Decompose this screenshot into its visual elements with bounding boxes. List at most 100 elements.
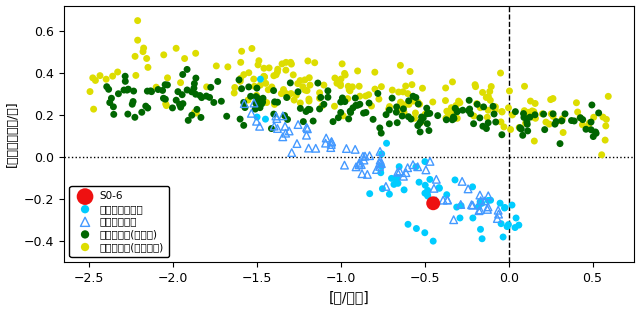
小マゼラン雲 [401, 170, 411, 175]
天の川銀河(バルジ部) [138, 49, 148, 54]
いて座矮小銀河 [422, 188, 433, 193]
天の川銀河(バルジ部) [470, 84, 481, 89]
小マゼラン雲 [301, 125, 312, 130]
小マゼラン雲 [339, 163, 349, 168]
天の川銀河(バルジ部) [255, 82, 266, 87]
天の川銀河(円盤部) [323, 88, 333, 93]
天の川銀河(円盤部) [147, 89, 157, 94]
いて座矮小銀河 [392, 175, 403, 180]
小マゼラン雲 [321, 135, 332, 140]
天の川銀河(バルジ部) [548, 96, 558, 101]
いて座矮小銀河 [392, 176, 402, 181]
天の川銀河(バルジ部) [314, 90, 324, 95]
天の川銀河(円盤部) [489, 112, 499, 117]
天の川銀河(バルジ部) [223, 64, 233, 69]
小マゼラン雲 [375, 160, 385, 165]
天の川銀河(円盤部) [510, 109, 520, 114]
天の川銀河(円盤部) [335, 100, 346, 104]
天の川銀河(円盤部) [108, 104, 118, 109]
いて座矮小銀河 [511, 215, 521, 220]
天の川銀河(バルジ部) [295, 78, 305, 83]
小マゼラン雲 [269, 124, 279, 129]
天の川銀河(バルジ部) [289, 98, 300, 103]
天の川銀河(円盤部) [384, 121, 394, 126]
いて座矮小銀河 [499, 206, 509, 210]
天の川銀河(円盤部) [522, 122, 532, 127]
天の川銀河(円盤部) [266, 126, 276, 131]
天の川銀河(円盤部) [411, 95, 421, 100]
天の川銀河(バルジ部) [546, 111, 556, 116]
小マゼラン雲 [321, 141, 331, 146]
天の川銀河(円盤部) [481, 126, 492, 131]
天の川銀河(バルジ部) [85, 89, 95, 94]
小マゼラン雲 [398, 174, 408, 179]
天の川銀河(円盤部) [416, 119, 426, 124]
天の川銀河(バルジ部) [490, 104, 500, 109]
天の川銀河(円盤部) [557, 118, 567, 123]
X-axis label: [鉄/水素]: [鉄/水素] [329, 290, 370, 304]
天の川銀河(円盤部) [120, 79, 131, 84]
天の川銀河(バルジ部) [330, 76, 340, 81]
天の川銀河(円盤部) [522, 120, 532, 125]
天の川銀河(バルジ部) [302, 88, 312, 93]
天の川銀河(円盤部) [253, 96, 264, 101]
天の川銀河(バルジ部) [370, 86, 380, 91]
天の川銀河(円盤部) [523, 128, 533, 133]
天の川銀河(円盤部) [422, 111, 433, 116]
天の川銀河(バルジ部) [304, 75, 314, 80]
小マゼラン雲 [350, 147, 360, 152]
天の川銀河(バルジ部) [282, 95, 292, 100]
小マゼラン雲 [467, 202, 477, 207]
天の川銀河(円盤部) [497, 132, 507, 137]
天の川銀河(バルジ部) [537, 111, 547, 116]
天の川銀河(円盤部) [252, 86, 262, 91]
いて座矮小銀河 [507, 202, 517, 207]
小マゼラン雲 [271, 113, 281, 118]
小マゼラン雲 [255, 124, 265, 129]
小マゼラン雲 [429, 186, 439, 191]
天の川銀河(バルジ部) [339, 71, 349, 76]
天の川銀河(円盤部) [160, 82, 170, 87]
天の川銀河(円盤部) [255, 105, 265, 110]
天の川銀河(バルジ部) [601, 117, 611, 122]
天の川銀河(バルジ部) [264, 65, 274, 70]
Legend: S0-6, いて座矮小銀河, 小マゼラン雲, 天の川銀河(円盤部), 天の川銀河(バルジ部): S0-6, いて座矮小銀河, 小マゼラン雲, 天の川銀河(円盤部), 天の川銀河… [69, 186, 169, 257]
天の川銀河(バルジ部) [336, 77, 346, 82]
小マゼラン雲 [358, 154, 368, 159]
天の川銀河(バルジ部) [405, 69, 415, 74]
小マゼラン雲 [354, 161, 364, 166]
小マゼラン雲 [483, 207, 493, 212]
天の川銀河(バルジ部) [330, 104, 340, 109]
天の川銀河(バルジ部) [229, 91, 239, 95]
天の川銀河(バルジ部) [598, 115, 608, 120]
天の川銀河(円盤部) [422, 106, 432, 111]
天の川銀河(バルジ部) [254, 58, 264, 63]
天の川銀河(円盤部) [346, 110, 356, 115]
天の川銀河(円盤部) [158, 96, 168, 101]
天の川銀河(バルジ部) [344, 87, 355, 92]
天の川銀河(バルジ部) [396, 100, 406, 105]
天の川銀河(バルジ部) [88, 107, 99, 112]
天の川銀河(バルジ部) [131, 73, 141, 78]
小マゼラン雲 [284, 129, 294, 134]
天の川銀河(バルジ部) [548, 114, 558, 119]
天の川銀河(円盤部) [515, 125, 525, 130]
小マゼラン雲 [302, 126, 312, 131]
天の川銀河(バルジ部) [450, 111, 460, 116]
天の川銀河(バルジ部) [396, 63, 406, 68]
天の川銀河(円盤部) [415, 130, 425, 135]
天の川銀河(バルジ部) [269, 73, 279, 78]
天の川銀河(円盤部) [465, 107, 475, 112]
天の川銀河(バルジ部) [355, 94, 365, 99]
天の川銀河(円盤部) [422, 121, 433, 126]
天の川銀河(円盤部) [368, 117, 378, 122]
天の川銀河(バルジ部) [113, 69, 123, 74]
天の川銀河(円盤部) [251, 101, 261, 106]
天の川銀河(円盤部) [447, 117, 458, 122]
いて座矮小銀河 [477, 236, 487, 241]
小マゼラン雲 [376, 161, 387, 166]
天の川銀河(バルジ部) [485, 98, 495, 103]
小マゼラン雲 [483, 204, 493, 209]
天の川銀河(バルジ部) [278, 87, 289, 92]
天の川銀河(円盤部) [308, 118, 318, 123]
